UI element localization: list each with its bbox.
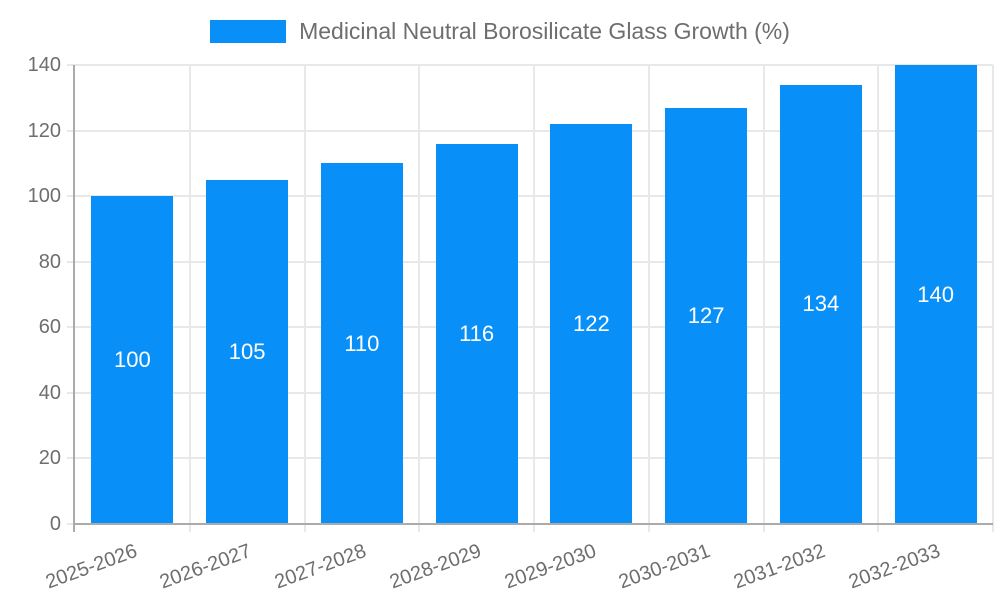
x-gridline <box>647 65 650 532</box>
y-tick-label: 60 <box>38 316 61 339</box>
y-tick <box>67 523 75 525</box>
bar[interactable]: 134 <box>779 84 862 524</box>
bar[interactable]: 140 <box>894 65 977 524</box>
x-gridline <box>992 65 994 532</box>
bar[interactable]: 127 <box>665 107 748 524</box>
x-tick-label: 2030-2031 <box>616 540 714 594</box>
bar-value-label: 127 <box>687 302 725 328</box>
y-tick-label: 120 <box>27 119 61 142</box>
x-tick-label: 2025-2026 <box>42 540 140 594</box>
y-gridline <box>67 391 993 394</box>
x-tick-label: 2031-2032 <box>730 540 829 594</box>
x-tick-label: 2027-2028 <box>271 540 370 594</box>
chart-legend[interactable]: Medicinal Neutral Borosilicate Glass Gro… <box>0 18 1000 45</box>
y-tick-label: 40 <box>38 381 61 404</box>
bar[interactable]: 122 <box>550 124 633 524</box>
x-tick-label: 2029-2030 <box>501 540 599 594</box>
bar-value-label: 140 <box>917 281 954 307</box>
bar-value-label: 134 <box>802 291 840 317</box>
bar[interactable]: 100 <box>91 196 174 524</box>
x-gridline <box>762 65 765 532</box>
y-axis-line <box>73 65 75 532</box>
legend-swatch[interactable] <box>210 20 287 43</box>
y-gridline <box>67 195 993 198</box>
y-gridline <box>67 457 993 460</box>
bar[interactable]: 110 <box>320 163 403 524</box>
x-tick-label: 2026-2027 <box>157 540 255 594</box>
y-tick-label: 140 <box>27 54 61 76</box>
x-gridline <box>877 65 880 532</box>
x-gridline <box>533 65 535 532</box>
y-gridline <box>67 326 993 329</box>
y-tick-label: 100 <box>27 185 61 208</box>
y-tick-label: 0 <box>49 513 61 535</box>
bar-value-label: 100 <box>114 347 151 373</box>
x-gridline <box>188 65 191 532</box>
legend-label: Medicinal Neutral Borosilicate Glass Gro… <box>299 18 790 44</box>
x-axis-line <box>73 523 993 525</box>
y-tick-label: 80 <box>38 250 61 273</box>
bar-value-label: 110 <box>344 330 380 356</box>
y-tick-label: 20 <box>38 447 61 470</box>
y-gridline <box>67 129 993 132</box>
bar-value-label: 116 <box>459 320 495 346</box>
bar[interactable]: 116 <box>435 143 518 524</box>
bar-value-label: 105 <box>228 338 266 364</box>
y-gridline <box>67 260 993 263</box>
bar-value-label: 122 <box>573 310 610 336</box>
x-tick-label: 2032-2033 <box>845 540 944 594</box>
y-gridline <box>67 64 993 66</box>
x-gridline <box>418 65 421 532</box>
x-tick-label: 2028-2029 <box>386 540 485 594</box>
bar[interactable]: 105 <box>206 179 289 524</box>
x-gridline <box>303 65 306 532</box>
